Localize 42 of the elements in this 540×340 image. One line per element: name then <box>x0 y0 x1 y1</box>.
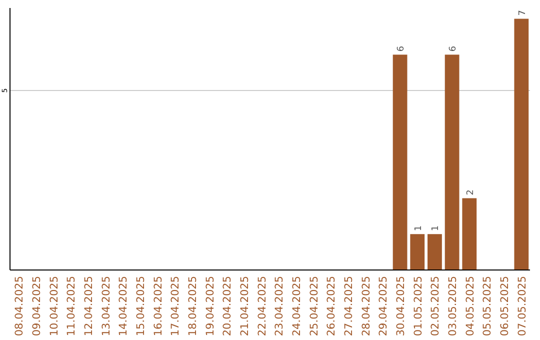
x-tick-label: 01.05.2025 <box>412 276 424 336</box>
x-tick-label: 16.04.2025 <box>152 276 164 336</box>
x-tick-label: 23.04.2025 <box>274 276 286 336</box>
x-tick-label: 19.04.2025 <box>204 276 216 336</box>
x-tick-label: 15.04.2025 <box>134 276 147 336</box>
x-tick-label: 22.04.2025 <box>256 276 268 336</box>
x-tick-label: 14.04.2025 <box>118 276 130 336</box>
x-tick-label: 10.04.2025 <box>48 276 60 336</box>
bar <box>410 234 425 270</box>
data-label: 1 <box>414 225 424 232</box>
x-tick-label: 12.04.2025 <box>82 276 95 336</box>
data-label: 6 <box>396 46 407 52</box>
x-tick-label: 25.04.2025 <box>308 276 320 336</box>
x-tick-label: 11.04.2025 <box>66 276 78 336</box>
x-tick-label: 29.04.2025 <box>378 276 390 336</box>
x-tick-label: 02.05.2025 <box>430 276 442 336</box>
x-tick-label: 20.04.2025 <box>222 276 234 336</box>
x-tick-label: 26.04.2025 <box>326 276 338 336</box>
x-tick-label: 24.04.2025 <box>291 276 304 336</box>
x-tick-label: 06.05.2025 <box>499 276 512 336</box>
bar <box>462 198 477 270</box>
x-tick-label: 07.05.2025 <box>516 276 528 336</box>
bar <box>392 54 408 270</box>
x-tick-label: 27.04.2025 <box>343 276 356 336</box>
x-tick-label: 13.04.2025 <box>100 276 112 336</box>
bar <box>428 234 442 270</box>
x-tick-label: 03.05.2025 <box>447 276 460 336</box>
data-label: 2 <box>466 189 476 196</box>
bar <box>514 18 529 270</box>
x-tick-label: 09.04.2025 <box>30 276 43 336</box>
x-tick-label: 18.04.2025 <box>186 276 199 336</box>
data-label: 7 <box>518 10 528 16</box>
x-tick-label: 21.04.2025 <box>238 276 251 336</box>
x-tick-label: 05.05.2025 <box>482 276 494 336</box>
x-tick-label: 08.04.2025 <box>14 276 26 336</box>
x-tick-label: 30.04.2025 <box>395 276 408 336</box>
bar <box>444 54 460 270</box>
x-tick-label: 17.04.2025 <box>170 276 182 336</box>
data-label: 1 <box>431 225 442 232</box>
data-label: 6 <box>448 46 459 52</box>
x-tick-label: 28.04.2025 <box>360 276 372 336</box>
x-tick-label: 04.05.2025 <box>464 276 476 336</box>
